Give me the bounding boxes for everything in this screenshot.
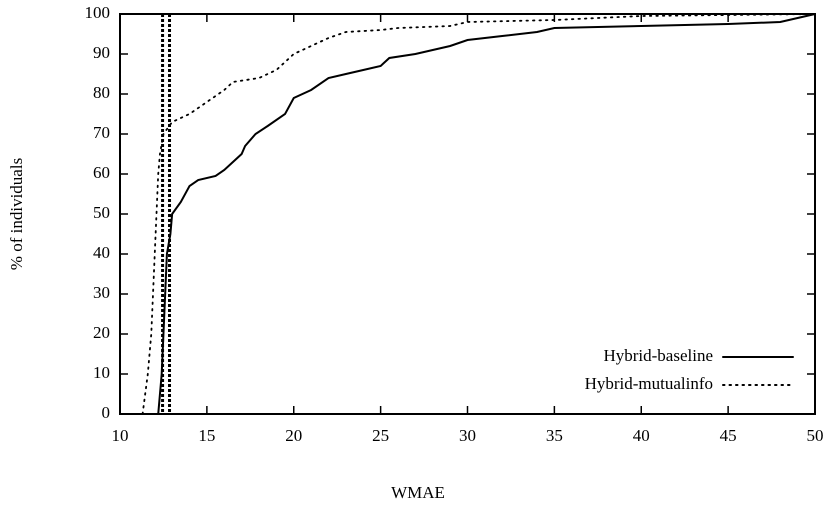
y-tick-label: 80	[93, 83, 110, 102]
legend-label: Hybrid-baseline	[603, 346, 713, 365]
x-tick-label: 15	[198, 426, 215, 445]
x-tick-label: 30	[459, 426, 476, 445]
x-tick-label: 40	[633, 426, 650, 445]
x-tick-label: 20	[285, 426, 302, 445]
y-tick-label: 30	[93, 283, 110, 302]
y-tick-label: 40	[93, 243, 110, 262]
y-tick-label: 60	[93, 163, 110, 182]
series-line	[157, 13, 816, 415]
series-line	[141, 13, 816, 415]
y-tick-label: 20	[93, 323, 110, 342]
y-tick-label: 100	[85, 3, 111, 22]
legend-label: Hybrid-mutualinfo	[585, 374, 713, 393]
plot-frame	[119, 13, 816, 415]
y-tick-label: 70	[93, 123, 110, 142]
y-tick-label: 50	[93, 203, 110, 222]
x-tick-label: 25	[372, 426, 389, 445]
x-axis-label: WMAE	[391, 483, 445, 502]
x-tick-label: 10	[112, 426, 129, 445]
y-tick-label: 10	[93, 363, 110, 382]
y-tick-label: 90	[93, 43, 110, 62]
y-axis-label: % of individuals	[7, 158, 26, 270]
x-tick-label: 50	[807, 426, 824, 445]
x-tick-label: 45	[720, 426, 737, 445]
x-tick-label: 35	[546, 426, 563, 445]
y-tick-label: 0	[102, 403, 111, 422]
